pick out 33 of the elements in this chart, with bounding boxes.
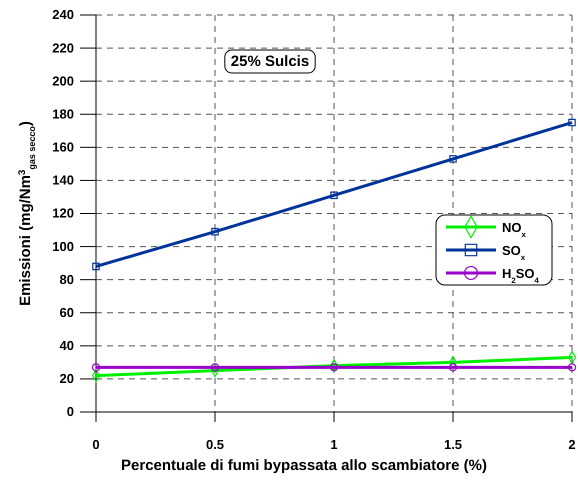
legend-label: H$_{2}$SO$_{4}$ (502, 266, 540, 284)
point (211, 228, 219, 236)
point (448, 363, 458, 372)
point (568, 118, 576, 126)
y-tick-label: 40 (60, 338, 74, 353)
annotation: 25% Sulcis (230, 53, 310, 70)
y-tick-label: 120 (52, 206, 74, 221)
point (330, 363, 338, 372)
x-tick-label: 2 (568, 437, 576, 452)
point (330, 192, 338, 200)
y-tick-label: 20 (60, 371, 74, 386)
legend-label: SO$_{x}$ (502, 243, 526, 262)
y-tick-label: 200 (52, 73, 74, 88)
y-tick-label: 0 (66, 404, 74, 420)
x-tick-label: 1 (330, 437, 338, 452)
x-tick-label: 0 (92, 437, 100, 452)
point (210, 363, 220, 372)
legend-label: NO$_{x}$ (502, 220, 526, 238)
y-tick-label: 60 (60, 304, 74, 320)
y-tick-label: 180 (52, 106, 74, 122)
y-tick-label: 80 (60, 272, 74, 287)
x-tick-label: 0.5 (206, 437, 224, 452)
point (449, 155, 457, 163)
x-axis-title: Percentuale di fumi bypassata allo scambiatore (%) (121, 457, 487, 474)
point (92, 262, 100, 270)
y-tick-label: 140 (52, 172, 74, 188)
y-tick-label: 160 (52, 139, 74, 154)
y-tick-label: 220 (52, 40, 74, 56)
y-tick-label: 100 (52, 238, 74, 254)
y-tick-label: 240 (52, 7, 74, 22)
point (92, 363, 100, 372)
point (568, 363, 576, 372)
x-tick-label: 1.5 (444, 437, 462, 452)
